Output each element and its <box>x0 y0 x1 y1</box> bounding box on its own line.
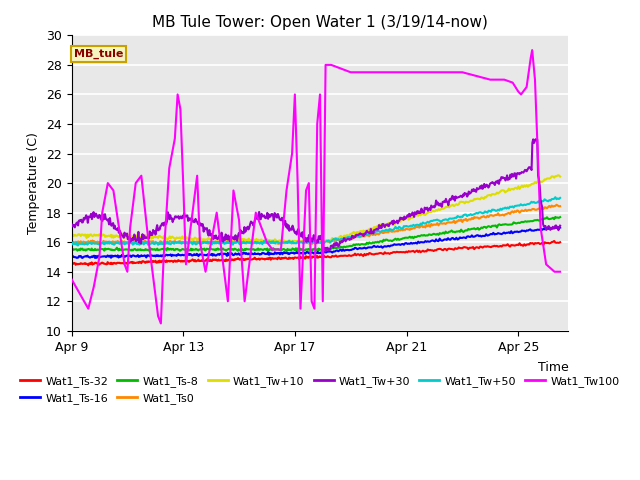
Wat1_Tw+10 <box>269 240 277 245</box>
Wat1_Ts0 <box>68 240 76 245</box>
Wat1_Ts0 <box>553 202 561 208</box>
Wat1_Tw100 <box>104 180 111 186</box>
Wat1_Tw+50 <box>556 195 564 201</box>
Wat1_Ts-16 <box>554 225 561 230</box>
Wat1_Ts-8 <box>552 214 559 220</box>
Line: Wat1_Ts-8: Wat1_Ts-8 <box>72 217 560 251</box>
Wat1_Ts0 <box>318 240 326 245</box>
Wat1_Tw+10 <box>68 233 76 239</box>
Wat1_Tw+30 <box>556 223 564 228</box>
Wat1_Tw+10 <box>543 176 551 181</box>
Wat1_Ts-32 <box>270 256 278 262</box>
Wat1_Ts-8 <box>283 248 291 254</box>
Wat1_Ts-32 <box>450 247 458 252</box>
Line: Wat1_Ts-32: Wat1_Ts-32 <box>72 241 560 265</box>
Wat1_Tw+50 <box>74 242 81 248</box>
Wat1_Tw100 <box>68 276 76 282</box>
Wat1_Ts0 <box>268 239 275 245</box>
Wat1_Ts0 <box>138 241 145 247</box>
Wat1_Tw+10 <box>554 172 561 178</box>
Wat1_Tw+30 <box>356 230 364 236</box>
Wat1_Tw+30 <box>436 201 444 206</box>
Wat1_Tw+50 <box>68 242 76 248</box>
Wat1_Ts-8 <box>556 214 564 220</box>
Wat1_Tw+50 <box>296 240 303 246</box>
Wat1_Ts-16 <box>318 250 326 256</box>
Legend: Wat1_Ts-32, Wat1_Ts-16, Wat1_Ts-8, Wat1_Ts0, Wat1_Tw+10, Wat1_Tw+30, Wat1_Tw+50,: Wat1_Ts-32, Wat1_Ts-16, Wat1_Ts-8, Wat1_… <box>15 372 625 408</box>
Wat1_Ts-16 <box>543 225 551 231</box>
Wat1_Tw+10 <box>318 240 326 246</box>
Wat1_Ts0 <box>296 240 303 246</box>
Wat1_Ts-8 <box>267 247 275 252</box>
Wat1_Ts-16 <box>68 254 76 260</box>
Wat1_Ts-32 <box>556 240 564 245</box>
Line: Wat1_Tw+50: Wat1_Tw+50 <box>72 197 560 245</box>
Wat1_Tw+10 <box>317 240 325 245</box>
Wat1_Tw+50 <box>270 240 278 246</box>
Wat1_Tw+30 <box>68 221 76 227</box>
Wat1_Ts-32 <box>543 240 551 246</box>
Y-axis label: Temperature (C): Temperature (C) <box>28 132 40 234</box>
Wat1_Tw+10 <box>294 239 302 244</box>
Wat1_Tw+50 <box>450 216 458 221</box>
Wat1_Ts-16 <box>296 250 303 256</box>
Wat1_Tw100 <box>556 269 564 275</box>
Wat1_Ts0 <box>543 205 551 211</box>
Wat1_Ts-16 <box>556 225 564 230</box>
Wat1_Ts-32 <box>84 263 92 268</box>
Wat1_Tw100 <box>500 77 508 83</box>
Wat1_Tw+30 <box>154 228 162 233</box>
Wat1_Ts-16 <box>270 251 278 257</box>
Wat1_Tw+30 <box>322 248 330 254</box>
Wat1_Ts0 <box>556 204 564 209</box>
Wat1_Ts-32 <box>268 255 275 261</box>
Wat1_Ts0 <box>450 218 458 224</box>
Wat1_Tw+30 <box>395 218 403 224</box>
Wat1_Ts-16 <box>92 255 99 261</box>
Wat1_Ts-8 <box>296 246 303 252</box>
Wat1_Tw100 <box>527 55 534 60</box>
Wat1_Tw100 <box>431 70 438 75</box>
Wat1_Ts-8 <box>318 247 326 252</box>
Wat1_Tw+50 <box>552 194 559 200</box>
Line: Wat1_Tw+10: Wat1_Tw+10 <box>72 175 560 243</box>
Wat1_Tw100 <box>157 321 164 326</box>
Wat1_Tw+10 <box>556 174 564 180</box>
Title: MB Tule Tower: Open Water 1 (3/19/14-now): MB Tule Tower: Open Water 1 (3/19/14-now… <box>152 15 488 30</box>
Wat1_Ts-32 <box>68 261 76 266</box>
Wat1_Tw100 <box>529 47 536 53</box>
Text: Time: Time <box>538 361 568 374</box>
Wat1_Tw+10 <box>450 203 458 209</box>
Wat1_Tw+30 <box>532 136 540 142</box>
Wat1_Ts-32 <box>550 238 558 244</box>
Wat1_Ts-8 <box>450 229 458 235</box>
Wat1_Ts-32 <box>318 254 326 260</box>
Wat1_Tw100 <box>458 70 466 75</box>
Text: MB_tule: MB_tule <box>74 48 124 59</box>
Wat1_Ts-8 <box>269 245 277 251</box>
Line: Wat1_Tw100: Wat1_Tw100 <box>72 50 560 324</box>
Wat1_Tw100 <box>375 70 383 75</box>
Wat1_Ts-16 <box>268 251 275 256</box>
Wat1_Ts-32 <box>296 256 303 262</box>
Wat1_Tw+30 <box>193 219 201 225</box>
Wat1_Tw+30 <box>289 223 296 228</box>
Wat1_Ts-16 <box>450 236 458 242</box>
Wat1_Ts0 <box>270 240 278 246</box>
Line: Wat1_Tw+30: Wat1_Tw+30 <box>72 139 560 251</box>
Wat1_Tw+10 <box>267 238 275 243</box>
Line: Wat1_Ts-16: Wat1_Ts-16 <box>72 228 560 258</box>
Wat1_Ts-8 <box>68 246 76 252</box>
Wat1_Tw+50 <box>318 240 326 246</box>
Wat1_Ts-8 <box>543 215 551 220</box>
Wat1_Tw+50 <box>268 239 275 244</box>
Wat1_Tw+50 <box>543 198 551 204</box>
Line: Wat1_Ts0: Wat1_Ts0 <box>72 205 560 244</box>
